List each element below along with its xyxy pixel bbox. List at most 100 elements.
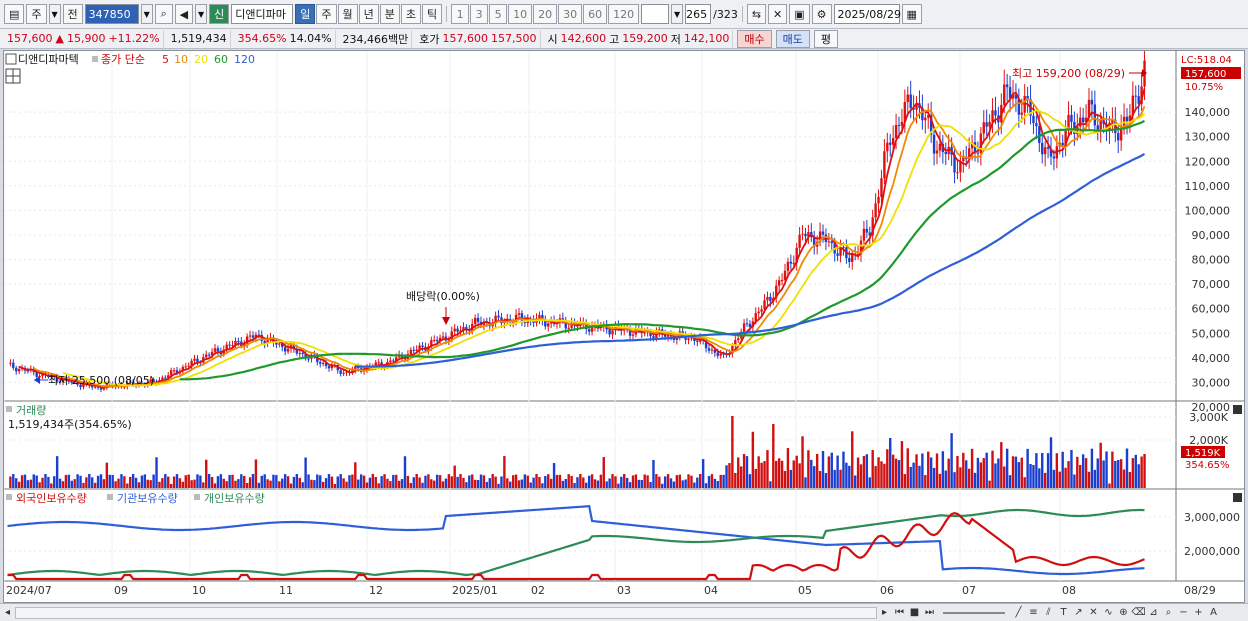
volume-bar bbox=[383, 474, 386, 488]
interval-button[interactable]: 10 bbox=[508, 4, 533, 24]
candle-body bbox=[1131, 95, 1135, 116]
volume-bar bbox=[564, 479, 567, 488]
candle-body bbox=[1038, 126, 1041, 144]
candle-body bbox=[35, 372, 38, 377]
close-panel-icon[interactable] bbox=[1233, 493, 1242, 502]
candle-body bbox=[205, 354, 208, 358]
scroll-left-icon[interactable]: ◂ bbox=[4, 607, 11, 618]
eval-button[interactable]: 평 bbox=[813, 29, 839, 48]
speaker-dropdown-icon[interactable]: ▼ bbox=[195, 4, 208, 24]
candle-body bbox=[929, 115, 933, 135]
candle-body bbox=[1128, 115, 1132, 122]
period-tab[interactable]: 일 bbox=[295, 4, 316, 24]
horizontal-scrollbar[interactable] bbox=[15, 606, 877, 619]
candle-body bbox=[663, 334, 667, 337]
candle-body bbox=[900, 121, 904, 126]
volume-bar bbox=[608, 478, 611, 488]
zoom-slider[interactable] bbox=[943, 611, 1005, 614]
sell-button[interactable]: 매도 bbox=[775, 29, 810, 48]
period-tab[interactable]: 초 bbox=[400, 4, 421, 24]
buy-button[interactable]: 매수 bbox=[737, 29, 772, 48]
volume-bar bbox=[880, 461, 883, 488]
arrow-tool-icon[interactable]: ↗ bbox=[1074, 607, 1083, 618]
open-label: 시 bbox=[547, 32, 558, 46]
volume-bar bbox=[579, 474, 582, 488]
period-tab[interactable]: 틱 bbox=[422, 4, 443, 24]
code-dropdown-icon[interactable]: ▼ bbox=[140, 4, 153, 24]
price-tick: 30,000 bbox=[1192, 376, 1231, 389]
volume-bar bbox=[272, 474, 275, 488]
magnifier-icon[interactable]: ⌕ bbox=[1165, 607, 1172, 618]
interval-button[interactable]: 30 bbox=[558, 4, 583, 24]
volume-bar bbox=[298, 477, 301, 488]
stock-code-input[interactable]: 347850 bbox=[84, 4, 139, 24]
interval-button[interactable]: 3 bbox=[470, 4, 489, 24]
interval-button[interactable]: 5 bbox=[489, 4, 508, 24]
volume-bar bbox=[769, 481, 772, 488]
count-input[interactable]: 265 bbox=[685, 4, 712, 24]
chart-type-icon[interactable]: ▤ bbox=[4, 4, 25, 24]
last-icon[interactable]: ⏭ bbox=[925, 607, 934, 618]
volume-bar bbox=[479, 474, 483, 488]
scroll-right-icon[interactable]: ▸ bbox=[881, 607, 888, 618]
first-icon[interactable]: ⏮ bbox=[895, 607, 904, 618]
candle-body bbox=[58, 381, 62, 383]
cross-tool-icon[interactable]: ✕ bbox=[1089, 607, 1098, 618]
market-dropdown-icon[interactable]: ▼ bbox=[48, 4, 61, 24]
volume-bar bbox=[155, 457, 158, 488]
close-panel-icon[interactable] bbox=[1233, 405, 1242, 414]
compare-icon[interactable]: ⇆ bbox=[746, 4, 767, 24]
interval-button[interactable]: 60 bbox=[583, 4, 608, 24]
crosshair-icon[interactable]: ✕ bbox=[768, 4, 788, 24]
fib-icon[interactable]: ≡ bbox=[1029, 607, 1038, 618]
chart-area[interactable]: 140,000 130,000 120,000 110,000 100,000 90,00… bbox=[3, 48, 1245, 603]
zoom-in-tool-icon[interactable]: ⊕ bbox=[1119, 607, 1128, 618]
all-button[interactable]: 전 bbox=[62, 4, 83, 24]
interval-button[interactable]: 1 bbox=[451, 4, 470, 24]
volume-bar bbox=[117, 478, 120, 488]
speaker-icon[interactable]: ◀ bbox=[174, 4, 194, 24]
volume-bar bbox=[701, 459, 705, 488]
volume-ratio-group: 354.65% 14.04% bbox=[235, 29, 336, 48]
date-input[interactable]: 2025/08/29 bbox=[833, 4, 901, 24]
stock-chart[interactable]: 140,000 130,000 120,000 110,000 100,000 90,00… bbox=[3, 48, 1244, 602]
volume-bar bbox=[1064, 467, 1067, 488]
volume-bar bbox=[669, 478, 673, 488]
eraser-tool-icon[interactable]: ⌫ bbox=[1131, 607, 1146, 618]
indicator-name: 종가 단순 bbox=[101, 53, 145, 66]
channel-icon[interactable]: ⫽ bbox=[1046, 607, 1051, 618]
candle-body bbox=[839, 247, 842, 256]
candle-body bbox=[1023, 95, 1026, 113]
trendline-icon[interactable]: ╱ bbox=[1015, 607, 1022, 618]
wave-tool-icon[interactable]: ∿ bbox=[1104, 607, 1113, 618]
interval-dropdown-icon[interactable]: ▼ bbox=[671, 4, 684, 24]
market-select[interactable]: 주 bbox=[26, 4, 47, 24]
search-icon[interactable]: ⌕ bbox=[154, 4, 173, 24]
volume-bar bbox=[29, 479, 33, 488]
volume-bar bbox=[985, 452, 988, 488]
candle-body bbox=[1020, 112, 1023, 115]
zoom-out-icon[interactable]: − bbox=[1179, 607, 1188, 618]
interval-button[interactable]: 20 bbox=[533, 4, 558, 24]
volume-bar bbox=[12, 474, 15, 488]
candle-body bbox=[956, 172, 959, 174]
period-tab[interactable]: 주 bbox=[316, 4, 337, 24]
gear-icon[interactable]: ⚙ bbox=[811, 4, 832, 24]
volume-bar bbox=[801, 436, 804, 488]
volume-bar bbox=[1134, 454, 1137, 488]
calendar-icon[interactable]: ▦ bbox=[901, 4, 922, 24]
period-tab[interactable]: 년 bbox=[358, 4, 379, 24]
zoom-in-icon[interactable]: + bbox=[1194, 607, 1203, 618]
text-tool-icon[interactable]: T bbox=[1060, 607, 1067, 618]
interval-custom-input[interactable] bbox=[641, 4, 670, 24]
period-tab[interactable]: 분 bbox=[379, 4, 400, 24]
save-icon[interactable]: ▣ bbox=[789, 4, 810, 24]
stop-icon[interactable]: ■ bbox=[909, 607, 920, 618]
volume-bar bbox=[526, 475, 529, 488]
volume-bar bbox=[570, 475, 573, 488]
font-size-icon[interactable]: A bbox=[1210, 607, 1217, 618]
period-tab[interactable]: 월 bbox=[337, 4, 358, 24]
measure-tool-icon[interactable]: ⊿ bbox=[1149, 607, 1158, 618]
interval-button[interactable]: 120 bbox=[608, 4, 640, 24]
volume-bar bbox=[620, 476, 623, 488]
